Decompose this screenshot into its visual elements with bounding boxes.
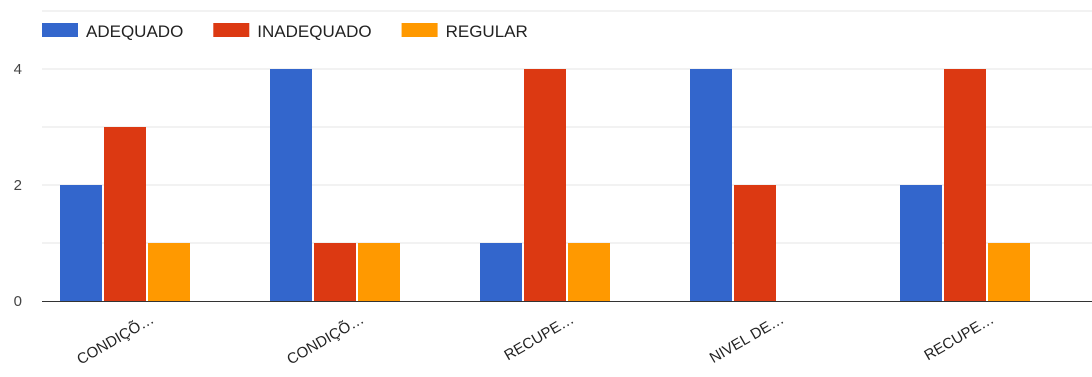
x-tick-label: CONDIÇÕ… [74,311,157,369]
bar-regular [988,243,1030,301]
x-tick-label: RECUPE… [921,311,997,364]
bar-regular [358,243,400,301]
y-tick-label: 4 [14,61,22,78]
bar-adequado [60,185,102,301]
bar-regular [148,243,190,301]
legend-swatch-inadequado [213,23,250,37]
y-tick-label: 0 [14,293,22,310]
bar-adequado [270,69,312,301]
legend-label: INADEQUADO [257,22,371,41]
bar-inadequado [524,69,566,301]
y-tick-label: 2 [14,177,22,194]
bar-inadequado [734,185,776,301]
bar-inadequado [944,69,986,301]
bar-adequado [480,243,522,301]
legend-label: REGULAR [446,22,528,41]
x-tick-label: RECUPE… [501,311,577,364]
x-tick-label: NIVEL DE… [707,311,787,367]
x-tick-label: CONDIÇÕ… [284,311,367,369]
bar-inadequado [104,127,146,301]
bar-adequado [900,185,942,301]
legend-swatch-adequado [42,23,78,37]
bar-regular [568,243,610,301]
bar-inadequado [314,243,356,301]
bar-adequado [690,69,732,301]
legend-label: ADEQUADO [86,22,183,41]
legend-swatch-regular [401,23,438,37]
